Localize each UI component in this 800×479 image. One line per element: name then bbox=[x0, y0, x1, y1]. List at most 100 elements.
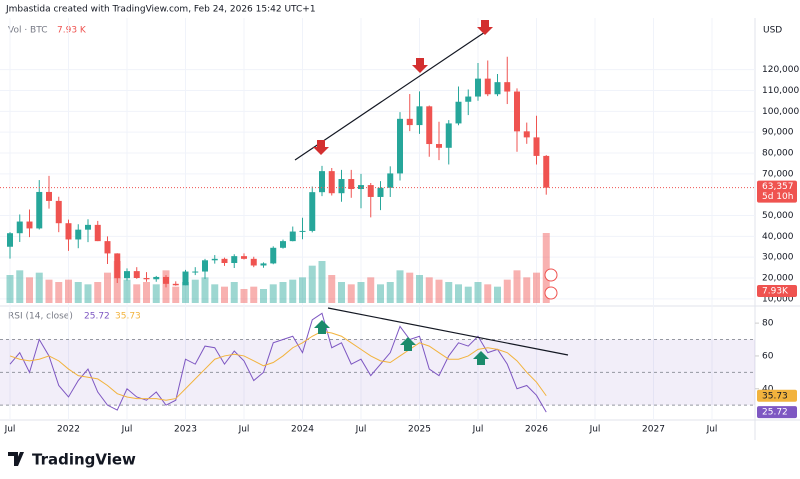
event-icon[interactable] bbox=[544, 286, 558, 300]
volume-bar bbox=[94, 282, 102, 303]
candle-body bbox=[523, 131, 530, 138]
y-tick-label: 30,000 bbox=[762, 253, 794, 263]
candle-body bbox=[143, 278, 150, 280]
volume-bar bbox=[279, 282, 287, 303]
volume-bar bbox=[494, 286, 501, 303]
volume-bar bbox=[260, 289, 267, 303]
candle-body bbox=[494, 82, 501, 95]
candle-body bbox=[367, 185, 374, 197]
volume-bar bbox=[104, 272, 111, 303]
candle-body bbox=[416, 106, 423, 126]
volume-label-box bbox=[757, 285, 797, 297]
y-tick-label: 70,000 bbox=[762, 169, 794, 179]
volume-bar bbox=[347, 284, 355, 303]
annotations bbox=[294, 20, 569, 365]
candle-body bbox=[445, 123, 452, 148]
rsi-ma-legend-value: 35.73 bbox=[115, 312, 141, 322]
y-tick-label: 60 bbox=[762, 351, 774, 361]
logo-mark bbox=[8, 452, 24, 466]
x-tick-label: Jul bbox=[589, 425, 601, 435]
candle-body bbox=[163, 276, 169, 284]
volume-bar bbox=[357, 282, 365, 303]
candle-body bbox=[114, 253, 121, 279]
candle-body bbox=[533, 137, 540, 156]
volume-bar bbox=[318, 261, 326, 303]
volume-bar bbox=[230, 282, 238, 303]
y-tick-label: 40 bbox=[762, 384, 774, 394]
volume-bar bbox=[211, 284, 219, 303]
candle-body bbox=[260, 263, 267, 266]
candle-body bbox=[221, 258, 228, 263]
rsi-pane: 40 60 80 25.72 35.73 bbox=[0, 312, 797, 419]
candle-body bbox=[202, 260, 208, 272]
candle-body bbox=[289, 231, 296, 242]
rsi-legend: RSI (14, close) bbox=[8, 312, 73, 322]
x-tick-label: Jul bbox=[121, 425, 133, 435]
y-tick-label: 80 bbox=[762, 319, 774, 329]
rsi-line bbox=[9, 330, 547, 401]
countdown: 5d 10h bbox=[762, 192, 793, 202]
candle-body bbox=[406, 118, 413, 126]
logo: TradingView bbox=[8, 451, 136, 469]
y-tick-label: 20,000 bbox=[762, 274, 794, 284]
event-icon[interactable] bbox=[544, 268, 558, 282]
volume-bar bbox=[503, 279, 511, 303]
volume-bar bbox=[45, 279, 53, 303]
volume-bar bbox=[406, 272, 414, 303]
volume-bar bbox=[542, 233, 550, 303]
candle-body bbox=[46, 191, 52, 201]
volume-bar bbox=[299, 277, 306, 303]
last-price-box bbox=[757, 180, 797, 203]
brand: TradingView bbox=[32, 451, 136, 469]
down-arrow bbox=[313, 140, 329, 155]
volume-bar bbox=[455, 284, 462, 303]
volume-label: 7.93K bbox=[762, 287, 789, 297]
volume-bar bbox=[16, 270, 24, 303]
volume-bar bbox=[464, 286, 472, 303]
volume-bar bbox=[416, 275, 423, 303]
candle-body bbox=[426, 106, 433, 145]
rsi-trend-line bbox=[327, 307, 569, 356]
up-arrow bbox=[314, 320, 330, 334]
y-tick-label: 100,000 bbox=[762, 107, 799, 117]
candle-body bbox=[192, 271, 199, 273]
volume-bar bbox=[201, 277, 209, 303]
x-tick-label: 2025 bbox=[408, 425, 431, 435]
volume-bar bbox=[386, 282, 394, 303]
volume-bar bbox=[221, 286, 228, 303]
volume-bar bbox=[338, 282, 345, 303]
volume-bar bbox=[367, 277, 375, 303]
volume-bar bbox=[133, 284, 141, 303]
candle-body bbox=[211, 258, 218, 261]
candle-body bbox=[348, 179, 355, 190]
candle-body bbox=[250, 258, 257, 266]
y-tick-label: 10,000 bbox=[762, 294, 794, 304]
price-pane: 10,000 20,000 30,000 40,000 50,000 70,000 80,0… bbox=[0, 18, 799, 435]
volume-bar bbox=[191, 279, 199, 303]
candle-body bbox=[387, 173, 394, 188]
y-tick-label: 80,000 bbox=[762, 149, 794, 159]
volume-legend-value: 7.93 K bbox=[57, 26, 87, 36]
volume-bar bbox=[74, 282, 82, 303]
volume-bar bbox=[445, 282, 453, 303]
candle-body bbox=[133, 271, 140, 278]
candle-body bbox=[358, 185, 364, 190]
volume-bar bbox=[396, 270, 404, 303]
x-tick-label: Jul bbox=[706, 425, 718, 435]
candle-body bbox=[328, 171, 335, 194]
volume-bar bbox=[143, 282, 150, 303]
candle-body bbox=[55, 200, 62, 224]
volume-bar bbox=[513, 270, 521, 303]
volume-bar bbox=[65, 279, 72, 303]
candle-body bbox=[85, 224, 91, 230]
candle-body bbox=[377, 187, 384, 197]
volume-bar bbox=[328, 275, 336, 303]
volume-bar bbox=[289, 279, 297, 303]
last-price-label: 63,357 bbox=[762, 182, 794, 192]
x-tick-label: 2023 bbox=[174, 425, 197, 435]
volume-bar bbox=[269, 284, 277, 303]
candle-body bbox=[299, 230, 306, 232]
volume-bar bbox=[308, 265, 316, 303]
